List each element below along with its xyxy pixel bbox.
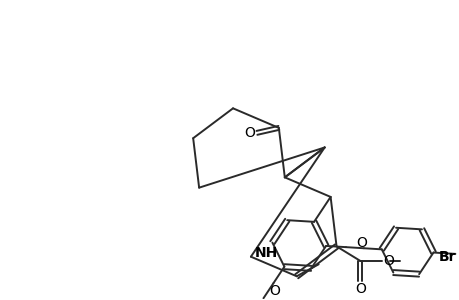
Text: O: O [244,126,255,140]
Text: O: O [382,254,393,268]
Text: O: O [269,284,279,298]
Text: O: O [356,236,367,250]
Text: NH: NH [255,246,278,260]
Text: Br: Br [438,250,455,264]
Text: O: O [354,282,365,296]
